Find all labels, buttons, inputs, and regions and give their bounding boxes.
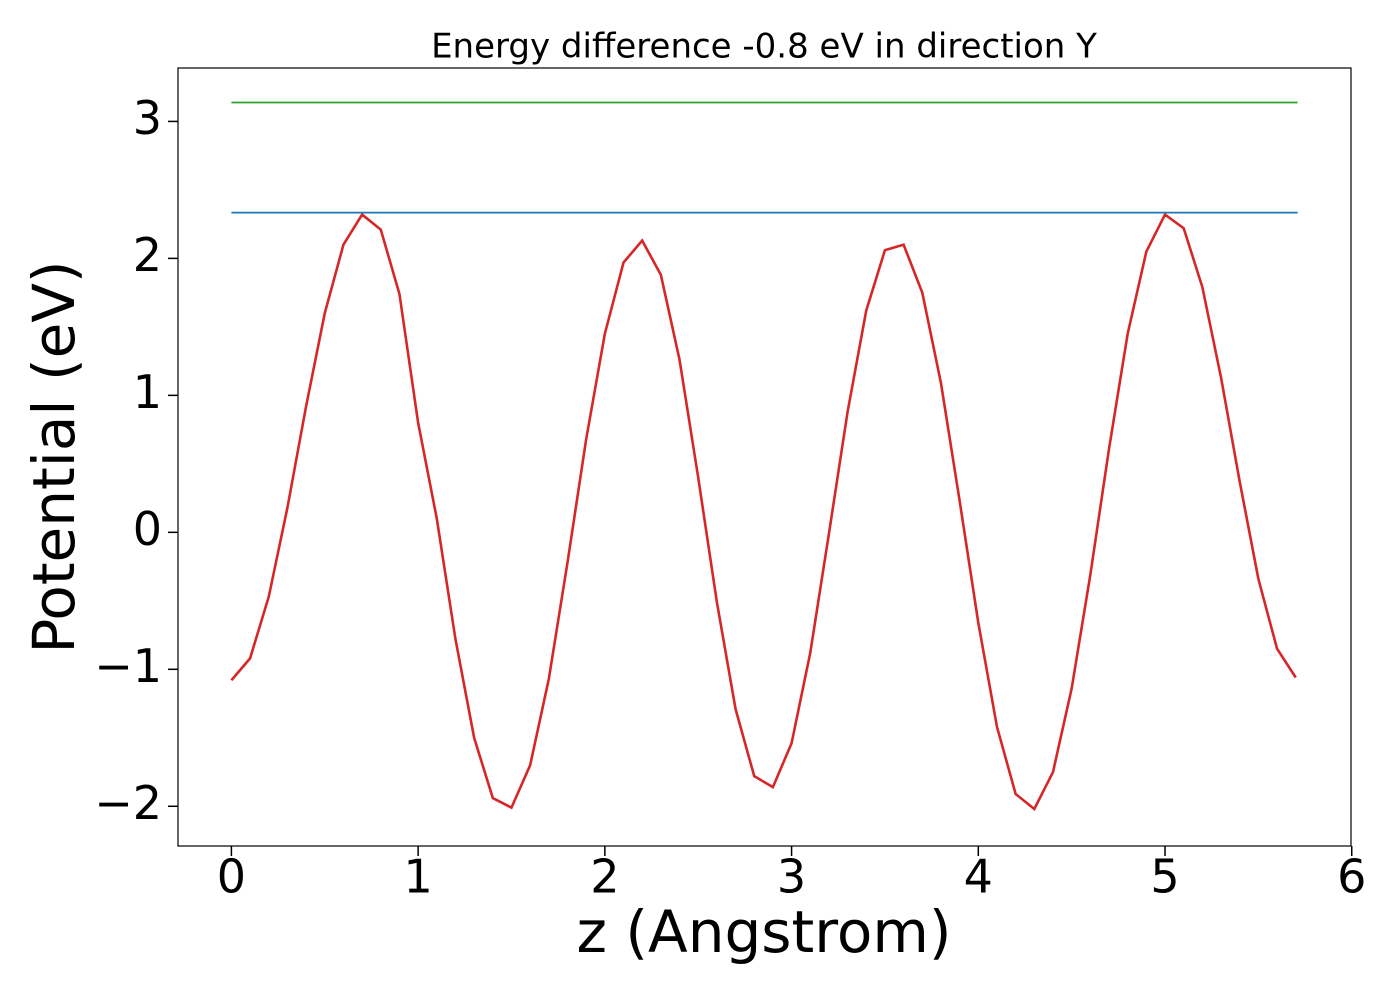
data-line	[230, 212, 1297, 812]
x-axis-label: z (Angstrom)	[577, 898, 952, 966]
x-tick-label: 4	[964, 850, 993, 904]
y-tick-label: 0	[133, 502, 162, 556]
x-tick-label: 3	[777, 850, 806, 904]
y-tick-label: 1	[133, 365, 162, 419]
x-tick-label: 6	[1337, 850, 1366, 904]
plot-frame	[177, 67, 1352, 847]
x-tick-label: 5	[1150, 850, 1179, 904]
x-tick-label: 2	[590, 850, 619, 904]
y-tick-label: −1	[94, 639, 162, 693]
y-tick-label: −2	[94, 776, 162, 830]
y-tick-label: 2	[133, 228, 162, 282]
x-tick-label: 0	[217, 850, 246, 904]
y-tick-label: 3	[133, 91, 162, 145]
chart-title: Energy difference -0.8 eV in direction Y	[431, 27, 1097, 67]
y-axis-label: Potential (eV)	[20, 260, 88, 653]
x-tick-label: 1	[403, 850, 432, 904]
